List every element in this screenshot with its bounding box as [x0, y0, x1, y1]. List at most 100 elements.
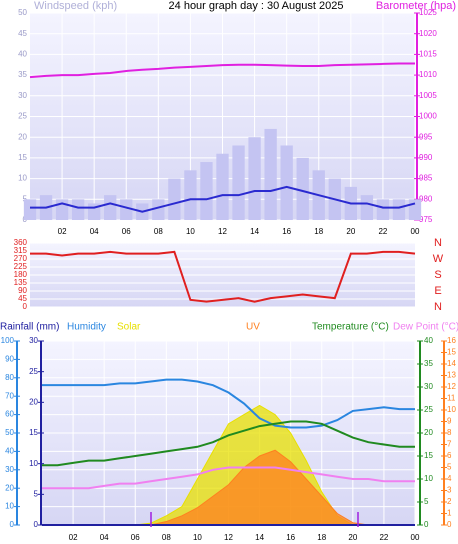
x-tick-label: 04: [100, 533, 109, 542]
y-tick-label: 995: [419, 132, 433, 141]
y-tick-label: 35: [18, 70, 27, 79]
x-tick-label: 08: [162, 533, 171, 542]
y-tick-label: 30: [5, 465, 14, 474]
y-tick-label: 5: [424, 497, 429, 506]
y-tick-label: 0: [34, 520, 39, 529]
y-tick-label: 9: [447, 417, 452, 426]
x-tick-label: 20: [348, 533, 357, 542]
y-tick-label: 25: [18, 112, 27, 121]
direction-label: N: [434, 301, 442, 313]
y-tick-label: 90: [5, 355, 14, 364]
x-tick-label: 00: [411, 227, 420, 236]
x-tick-label: 08: [154, 227, 163, 236]
x-tick-label: 14: [250, 227, 259, 236]
legend-entry: Temperature (°C): [312, 322, 389, 333]
line: [42, 466, 415, 490]
bar: [360, 195, 374, 220]
y-tick-label: 20: [18, 132, 27, 141]
y-tick-label: 30: [18, 91, 27, 100]
bar: [376, 199, 390, 220]
bar: [71, 199, 85, 220]
bar: [55, 199, 69, 220]
y-tick-label: 35: [424, 359, 433, 368]
legend-entry: UV: [246, 322, 260, 333]
y-tick-label: 135: [14, 278, 28, 287]
x-tick-label: 18: [314, 227, 323, 236]
y-axis-label: Windspeed (kph): [34, 0, 117, 12]
y-tick-label: 30: [29, 336, 38, 345]
y-tick-label: 50: [18, 8, 27, 17]
y-tick-label: 2: [447, 497, 452, 506]
legend-entry: Dew Point (°C): [393, 322, 458, 333]
y-tick-label: 13: [447, 371, 456, 380]
y-tick-label: 4: [447, 474, 452, 483]
y-tick-label: 50: [5, 428, 14, 437]
x-tick-label: 02: [69, 533, 78, 542]
y-tick-label: 40: [424, 336, 433, 345]
y-tick-label: 0: [23, 302, 28, 311]
y-tick-label: 1020: [419, 29, 437, 38]
direction-label: E: [434, 285, 441, 297]
y-tick-label: 15: [18, 153, 27, 162]
y-tick-label: 12: [447, 382, 456, 391]
y-tick-label: 25: [424, 405, 433, 414]
x-tick-label: 06: [131, 533, 140, 542]
y-tick-label: 80: [5, 373, 14, 382]
y-tick-label: 16: [447, 336, 456, 345]
y-tick-label: 25: [29, 367, 38, 376]
y-tick-label: 45: [18, 294, 27, 303]
x-tick-label: 04: [90, 227, 99, 236]
line: [30, 250, 416, 303]
y-tick-label: 10: [424, 474, 433, 483]
x-tick-label: 20: [346, 227, 355, 236]
y-tick-label: 0: [447, 520, 452, 529]
bar: [232, 145, 245, 220]
line: [29, 62, 415, 79]
y-tick-label: 0: [424, 520, 429, 529]
bar: [23, 199, 37, 220]
y-tick-label: 10: [29, 459, 38, 468]
y-tick-label: 10: [5, 502, 14, 511]
y-tick-label: 225: [14, 262, 28, 271]
y-tick-label: 270: [14, 254, 28, 263]
x-tick-label: 16: [286, 533, 295, 542]
y-tick-label: 10: [447, 405, 456, 414]
y-tick-label: 11: [447, 394, 456, 403]
y-tick-label: 90: [18, 286, 27, 295]
y-tick-label: 1000: [419, 112, 437, 121]
y-tick-label: 10: [18, 174, 27, 183]
x-tick-label: 22: [378, 227, 387, 236]
bar: [280, 145, 293, 220]
y-tick-label: 1010: [419, 70, 437, 79]
y-tick-label: 20: [424, 428, 433, 437]
bar: [392, 199, 406, 220]
y-tick-label: 20: [5, 483, 14, 492]
x-tick-label: 18: [317, 533, 326, 542]
y-tick-label: 70: [5, 391, 14, 400]
bar: [184, 170, 197, 220]
bar: [264, 128, 277, 220]
x-tick-label: 14: [255, 533, 264, 542]
y2-axis-label: Barometer (hpa): [376, 0, 456, 12]
y-tick-label: 980: [419, 194, 433, 203]
y-tick-label: 360: [14, 238, 28, 247]
x-tick-label: 02: [58, 227, 67, 236]
x-tick-label: 10: [193, 533, 202, 542]
legend-entry: Solar: [117, 322, 141, 333]
y-tick-label: 315: [14, 246, 28, 255]
legend-entry: Rainfall (mm): [0, 322, 59, 333]
x-tick-label: 12: [224, 533, 233, 542]
y-tick-label: 7: [447, 440, 452, 449]
chart-title: 24 hour graph day : 30 August 2025: [169, 0, 344, 12]
direction-label: N: [434, 237, 442, 249]
line: [42, 378, 415, 429]
legend-entry: Humidity: [67, 322, 106, 333]
y-tick-label: 5: [23, 194, 28, 203]
y-tick-label: 975: [419, 215, 433, 224]
y-tick-label: 990: [419, 153, 433, 162]
y-tick-label: 5: [447, 463, 452, 472]
y-tick-label: 30: [424, 382, 433, 391]
bar: [296, 157, 309, 220]
